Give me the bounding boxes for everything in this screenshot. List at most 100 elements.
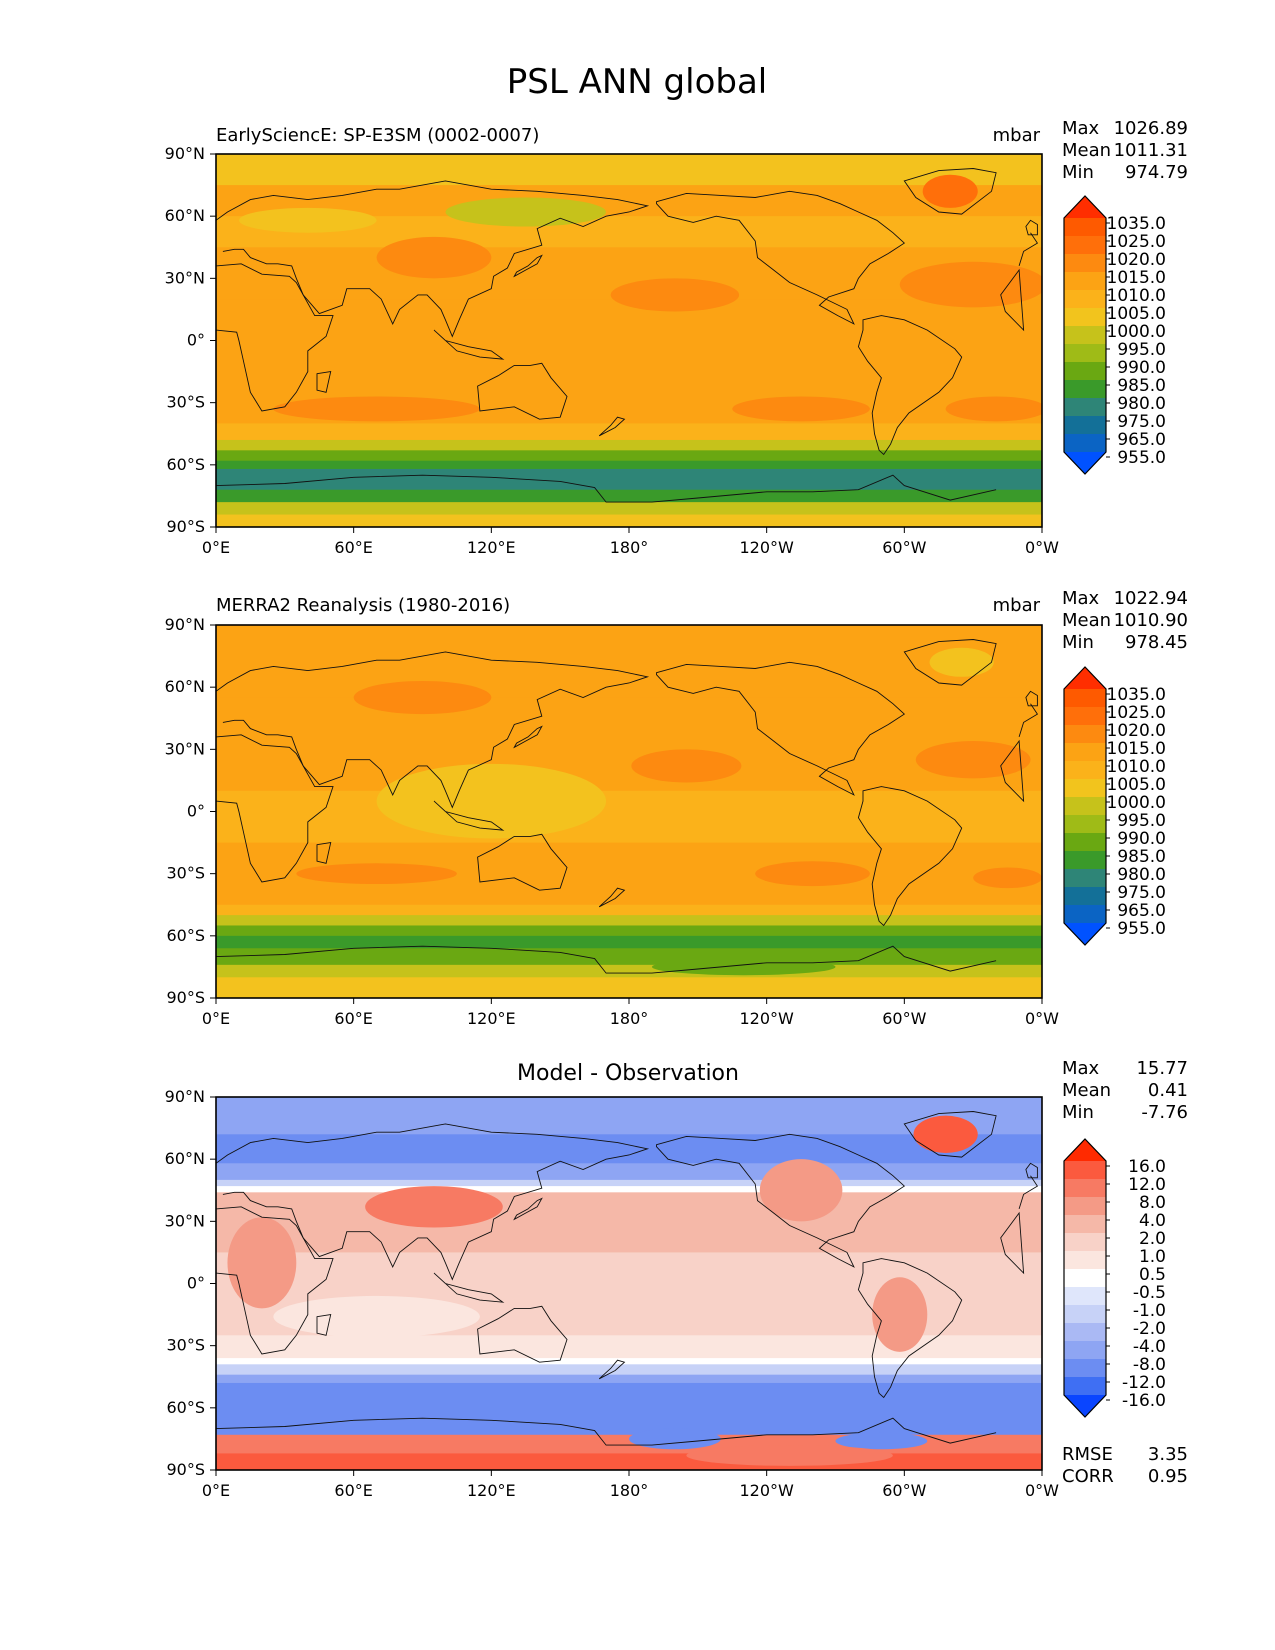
band-diff (216, 1134, 1042, 1164)
stats-test-mean-value: 1011.31 (1114, 140, 1188, 161)
coastline-greenland (903, 168, 997, 215)
colorbar-swatch (1064, 1179, 1106, 1198)
band-diff (216, 1382, 1042, 1430)
stats-diff-min-value: -7.76 (1141, 1102, 1188, 1123)
contour-region-test (376, 236, 492, 279)
stats-test-max-label: Max (1062, 118, 1100, 139)
coastline-madagascar (316, 371, 332, 393)
colorbar-swatch (1064, 743, 1106, 762)
colorbar-level-label: 1025.0 (1107, 232, 1166, 252)
coastline-indonesia (433, 800, 505, 831)
colorbar-outline (1063, 195, 1107, 475)
stats-test-mean-label: Mean (1062, 140, 1111, 161)
x-tick-label: 0°E (202, 1009, 230, 1028)
coastline-africa (216, 263, 1025, 412)
colorbar-level-label: 955.0 (1117, 448, 1166, 468)
contour-region-reference (755, 861, 870, 887)
stats-diff: Max 15.77 Mean 0.41 Min -7.76 (1062, 1058, 1188, 1123)
contour-region-reference (973, 867, 1042, 889)
band-diff (216, 1364, 1042, 1376)
colorbar-diff: 16.012.08.04.02.01.00.5-0.5-1.0-2.0-4.0-… (1063, 1138, 1166, 1418)
colorbar-swatch (1064, 1341, 1106, 1360)
panel-diff: Model - Observation Max 15.77 Mean 0.41 … (165, 1058, 1188, 1500)
colorbar-swatch (1064, 887, 1106, 906)
colorbar-level-label: 1035.0 (1107, 685, 1166, 705)
coastline-new-zealand (598, 887, 626, 908)
stats-test-min-value: 974.79 (1125, 162, 1188, 183)
colorbar-swatch (1064, 797, 1106, 816)
contour-region-diff (913, 1115, 978, 1153)
coastline-australia (477, 362, 568, 420)
y-tick-label: 60°N (165, 1149, 205, 1168)
y-tick-label: 30°S (166, 393, 205, 412)
y-tick-label: 90°N (165, 615, 205, 634)
colorbar-level-label: 12.0 (1128, 1175, 1166, 1195)
colorbar-swatch (1064, 326, 1106, 345)
band-reference (216, 904, 1042, 916)
y-tick-label: 90°N (165, 144, 205, 163)
colorbar-swatch (1064, 905, 1106, 924)
band-reference (216, 977, 1042, 998)
colorbar-swatch (1064, 272, 1106, 291)
y-tick-label: 30°S (166, 864, 205, 883)
coastline-eurasia (216, 651, 1039, 809)
y-tick-label: 60°N (165, 677, 205, 696)
stats-reference-min-value: 978.45 (1125, 632, 1188, 653)
map-reference: 0°E 60°E 120°E 180° 120°W 60°W 0°W 90°N 60°N 30°N… (165, 615, 1166, 1028)
field-diff (216, 1097, 1042, 1470)
y-tick-label: 30°N (165, 739, 205, 758)
contour-region-reference (631, 749, 742, 783)
colorbar-level-label: 975.0 (1117, 412, 1166, 432)
contour-region-diff (227, 1217, 297, 1309)
band-test (216, 514, 1042, 527)
band-diff (216, 1358, 1042, 1365)
y-tick-label: 90°S (166, 517, 205, 536)
colorbar-swatch (1064, 689, 1106, 708)
contour-region-diff (273, 1295, 480, 1338)
x-tick-label: 60°W (882, 1009, 926, 1028)
colorbar-swatch (1064, 851, 1106, 870)
contour-region-diff (365, 1186, 503, 1228)
y-tick-label: 60°S (166, 926, 205, 945)
band-diff (216, 1428, 1042, 1436)
band-test (216, 299, 1042, 362)
colorbar-swatch (1064, 869, 1106, 888)
y-tick-label: 0° (187, 802, 205, 821)
band-diff (216, 1097, 1042, 1135)
coastline-eurasia (216, 180, 1039, 338)
colorbar-level-label: 1000.0 (1107, 322, 1166, 342)
colorbar-level-label: -0.5 (1133, 1283, 1166, 1303)
colorbar-swatch (1064, 434, 1106, 453)
panel-reference: MERRA2 Reanalysis (1980-2016) mbar Max 1… (165, 588, 1188, 1028)
colorbar-swatch (1064, 725, 1106, 744)
colorbar-level-label: 995.0 (1117, 340, 1166, 360)
band-test (216, 460, 1042, 470)
coastline-australia (477, 1305, 568, 1363)
coastline-north-america (656, 661, 906, 796)
y-tick-label: 90°N (165, 1087, 205, 1106)
colorbar-swatch (1064, 380, 1106, 399)
colorbar-level-label: 1010.0 (1107, 757, 1166, 777)
panel-reference-units: mbar (993, 595, 1041, 616)
y-tick-label: 60°N (165, 206, 205, 225)
colorbar-extend-max (1064, 1139, 1106, 1161)
band-test (216, 468, 1042, 491)
contour-region-test (445, 197, 607, 227)
colorbar-swatch (1064, 1215, 1106, 1234)
colorbar-swatch (1064, 290, 1106, 309)
band-test (216, 439, 1042, 451)
band-diff (216, 1335, 1042, 1359)
contour-region-reference (376, 763, 607, 839)
colorbar-swatch (1064, 1233, 1106, 1252)
stats-test-min-label: Min (1062, 162, 1094, 183)
coastline-japan (513, 725, 543, 749)
metrics-corr-value: 0.95 (1148, 1466, 1188, 1487)
colorbar-level-label: 1.0 (1139, 1247, 1166, 1267)
band-diff (216, 1186, 1042, 1193)
coastline-south-america (857, 786, 963, 927)
y-tick-label: 0° (187, 1274, 205, 1293)
band-diff (216, 1453, 1042, 1470)
colorbar-level-label: 1020.0 (1107, 250, 1166, 270)
contour-region-test (732, 396, 870, 422)
